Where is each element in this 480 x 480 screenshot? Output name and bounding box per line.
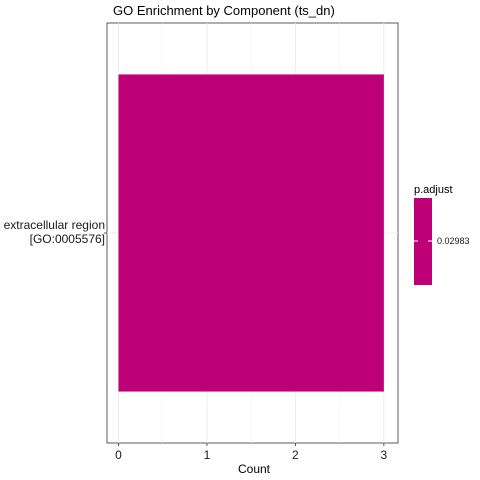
legend-label: 0.02983 [437, 236, 470, 246]
y-tick-label-line2: [GO:0005576] [30, 232, 105, 246]
x-tick-label: 1 [204, 448, 211, 462]
legend: p.adjust 0.02983 [414, 184, 470, 285]
x-tick-label: 0 [115, 448, 122, 462]
bar [118, 74, 384, 392]
x-axis: 0 1 2 3 [115, 443, 388, 462]
x-axis-label: Count [238, 462, 271, 476]
y-tick-label: extracellular region [GO:0005576] [4, 218, 105, 246]
y-axis: extracellular region [GO:0005576] [4, 218, 107, 246]
x-tick-label: 3 [381, 448, 388, 462]
x-tick-label: 2 [292, 448, 299, 462]
y-tick-label-line1: extracellular region [4, 218, 105, 232]
chart-title: GO Enrichment by Component (ts_dn) [113, 3, 335, 18]
legend-title: p.adjust [414, 184, 453, 196]
bars [118, 74, 384, 392]
legend-colorbar [414, 198, 432, 285]
